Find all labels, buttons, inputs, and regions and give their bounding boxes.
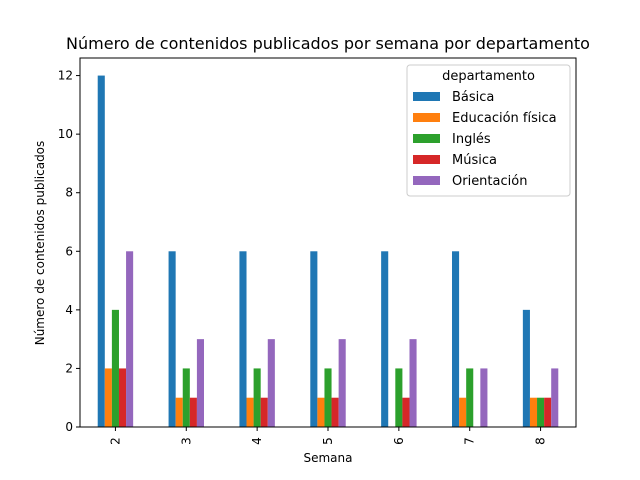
bar xyxy=(324,368,332,427)
x-tick-label: 5 xyxy=(321,437,335,445)
legend-box xyxy=(406,64,571,197)
bar xyxy=(409,339,417,427)
x-tick-label: 7 xyxy=(463,437,477,445)
bar xyxy=(338,339,346,427)
bar xyxy=(267,339,275,427)
y-tick-label: 4 xyxy=(65,303,73,317)
legend-swatch xyxy=(413,134,440,143)
bar xyxy=(551,368,559,427)
legend-swatch xyxy=(413,155,440,164)
bar xyxy=(246,397,254,427)
bar xyxy=(544,397,552,427)
bar xyxy=(175,397,183,427)
bar xyxy=(182,368,190,427)
bar xyxy=(331,397,339,427)
bar xyxy=(189,397,197,427)
legend-entry: Inglés xyxy=(452,132,491,147)
bar xyxy=(97,75,105,427)
bar xyxy=(118,368,127,427)
bar xyxy=(381,251,389,427)
x-tick-label: 6 xyxy=(392,437,406,445)
x-tick-label: 2 xyxy=(108,437,122,445)
bar xyxy=(466,368,474,427)
x-axis-label: Semana xyxy=(303,451,352,465)
legend: departamento Básica Educación física Inglés… xyxy=(406,64,571,197)
bar xyxy=(253,368,261,427)
bar xyxy=(168,251,176,427)
bar xyxy=(480,368,488,427)
bar xyxy=(310,251,318,427)
y-tick-label: 2 xyxy=(65,361,73,375)
bar xyxy=(104,368,112,427)
chart-title: Número de contenidos publicados por sema… xyxy=(66,34,590,53)
y-tick-label: 6 xyxy=(65,244,73,258)
bar xyxy=(452,251,460,427)
legend-swatch xyxy=(413,113,440,122)
bar xyxy=(529,397,538,427)
y-tick-label: 8 xyxy=(65,186,73,200)
legend-swatch xyxy=(413,92,440,101)
x-tick-label: 8 xyxy=(534,437,548,445)
y-tick-label: 12 xyxy=(58,69,73,83)
legend-entry: Básica xyxy=(452,90,494,105)
y-tick-label: 0 xyxy=(65,420,73,434)
y-axis-label: Número de contenidos publicados xyxy=(33,141,47,346)
plot-area: 0 2 4 6 8 10 12 2 3 4 5 6 7 8 xyxy=(58,57,577,445)
bar xyxy=(537,397,545,427)
bar xyxy=(522,309,530,427)
x-tick-label: 4 xyxy=(250,437,264,445)
bar xyxy=(260,397,268,427)
bar xyxy=(239,251,247,427)
bar xyxy=(459,397,467,427)
x-tick-label: 3 xyxy=(179,437,193,445)
bar xyxy=(395,368,403,427)
bar xyxy=(317,397,325,427)
bar xyxy=(402,397,410,427)
legend-entry: Música xyxy=(452,153,497,168)
legend-entry: Educación física xyxy=(452,111,557,126)
y-tick-label: 10 xyxy=(58,127,73,141)
legend-entry: Orientación xyxy=(452,174,527,189)
bar xyxy=(196,339,204,427)
legend-title: departamento xyxy=(442,69,535,84)
bar xyxy=(126,251,134,427)
legend-swatch xyxy=(413,176,440,185)
bar xyxy=(111,309,119,427)
